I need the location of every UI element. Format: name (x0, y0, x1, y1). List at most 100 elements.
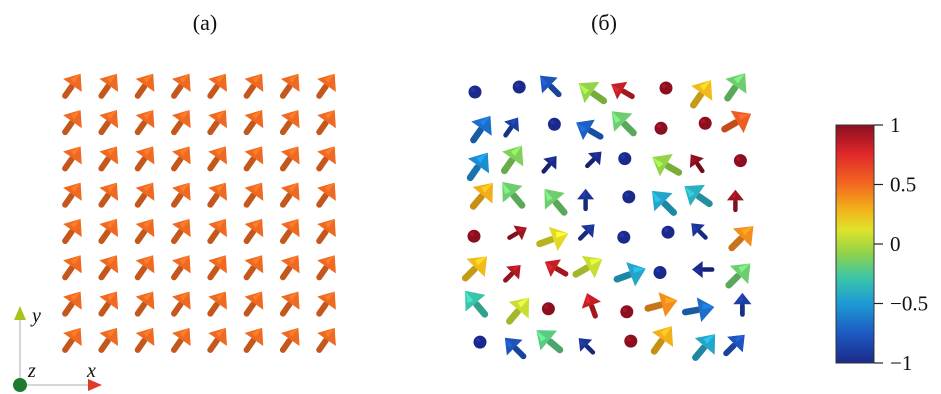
arrow-5-0 (62, 255, 82, 281)
arrow-3-1 (98, 182, 119, 208)
arrow-1-6 (279, 110, 300, 136)
arrow-7-5 (243, 327, 264, 353)
spin-7-4 (624, 334, 638, 348)
arrow-1-2 (134, 110, 155, 136)
arrow-0-3 (171, 73, 191, 99)
spin-7-2 (536, 330, 564, 354)
arrow-3-7 (316, 182, 336, 208)
spin-0-7 (724, 73, 747, 102)
spin-6-3 (581, 293, 601, 319)
panel-b-label: (б) (591, 10, 617, 35)
arrow-3-5 (243, 182, 264, 208)
colorbar-ticks: 1 0.5 0 −0.5 −1 (874, 113, 928, 375)
spin-1-0 (470, 115, 492, 144)
arrow-3-3 (171, 182, 191, 208)
arrow-7-3 (171, 327, 191, 353)
arrow-4-4 (207, 218, 227, 245)
spin-2-4 (618, 152, 632, 166)
spin-1-1 (503, 117, 519, 138)
axes-triad: y z x (13, 305, 102, 392)
spin-7-0 (473, 335, 487, 349)
spin-1-5 (654, 121, 668, 135)
spin-3-5 (651, 190, 678, 216)
spin-0-3 (578, 81, 608, 105)
spin-3-7 (726, 189, 744, 213)
colorbar-tick-label: 0.5 (890, 173, 916, 197)
arrow-5-2 (134, 255, 155, 281)
arrow-4-5 (243, 218, 264, 245)
arrow-6-7 (316, 291, 336, 317)
spin-2-5 (652, 153, 683, 177)
spin-5-0 (461, 256, 488, 282)
arrow-5-7 (316, 255, 336, 281)
arrow-0-7 (316, 73, 336, 99)
spin-2-1 (500, 145, 524, 175)
z-axis-dot-icon (13, 378, 27, 392)
arrow-2-1 (98, 146, 119, 172)
spin-6-2 (541, 302, 555, 316)
arrow-4-6 (279, 218, 300, 245)
spin-2-7 (733, 154, 747, 168)
arrow-5-3 (171, 255, 191, 281)
spin-6-1 (506, 297, 530, 325)
arrow-1-7 (316, 110, 336, 136)
disordered-field-panel (461, 73, 754, 361)
uniform-field-panel (62, 73, 336, 353)
spin-6-0 (465, 290, 489, 318)
arrow-0-1 (98, 73, 119, 99)
arrow-1-5 (243, 110, 264, 136)
arrow-6-4 (207, 291, 227, 317)
spin-2-2 (541, 156, 557, 174)
spin-4-4 (617, 230, 631, 244)
arrow-2-6 (279, 146, 300, 172)
y-axis-label: y (30, 305, 41, 327)
spin-5-1 (503, 265, 521, 283)
x-axis-arrowhead-icon (88, 379, 102, 391)
arrow-2-2 (134, 146, 155, 172)
arrow-0-6 (279, 73, 300, 99)
spin-0-2 (540, 75, 562, 98)
arrow-6-3 (171, 291, 191, 317)
spin-7-3 (578, 338, 596, 355)
spin-1-6 (698, 116, 712, 130)
spin-2-0 (466, 152, 490, 182)
spin-6-5 (644, 292, 678, 318)
arrow-7-2 (134, 327, 155, 353)
spin-6-4 (620, 305, 634, 319)
z-axis-label: z (27, 360, 36, 382)
arrow-5-5 (243, 255, 264, 281)
spin-2-3 (585, 151, 602, 169)
arrow-5-4 (207, 255, 227, 281)
x-axis-label: x (86, 360, 96, 382)
arrow-0-0 (62, 73, 82, 99)
colorbar-gradient (835, 124, 875, 364)
spin-5-4 (613, 262, 646, 287)
arrow-4-2 (134, 218, 155, 245)
arrow-2-3 (171, 146, 191, 172)
arrow-5-1 (98, 255, 119, 281)
spin-3-4 (622, 190, 636, 204)
arrow-7-6 (279, 327, 300, 353)
spin-3-2 (544, 188, 568, 216)
spin-6-6 (681, 297, 715, 322)
spin-0-0 (468, 85, 482, 99)
arrow-6-6 (279, 291, 300, 317)
arrow-7-0 (62, 327, 82, 353)
arrow-1-3 (171, 110, 191, 136)
spin-3-1 (502, 181, 526, 209)
arrow-5-6 (279, 255, 300, 281)
spin-4-7 (728, 226, 754, 252)
y-axis-arrowhead-icon (14, 306, 26, 320)
arrow-1-0 (62, 110, 82, 136)
arrow-7-7 (316, 327, 336, 353)
spin-6-7 (733, 292, 752, 317)
spin-0-5 (659, 81, 673, 95)
arrow-6-0 (62, 291, 82, 317)
spin-7-1 (504, 337, 527, 360)
arrow-3-2 (134, 182, 155, 208)
spin-4-0 (467, 229, 481, 243)
spin-7-6 (692, 334, 716, 361)
spin-4-5 (661, 225, 675, 239)
panel-a-label: (a) (193, 10, 217, 35)
